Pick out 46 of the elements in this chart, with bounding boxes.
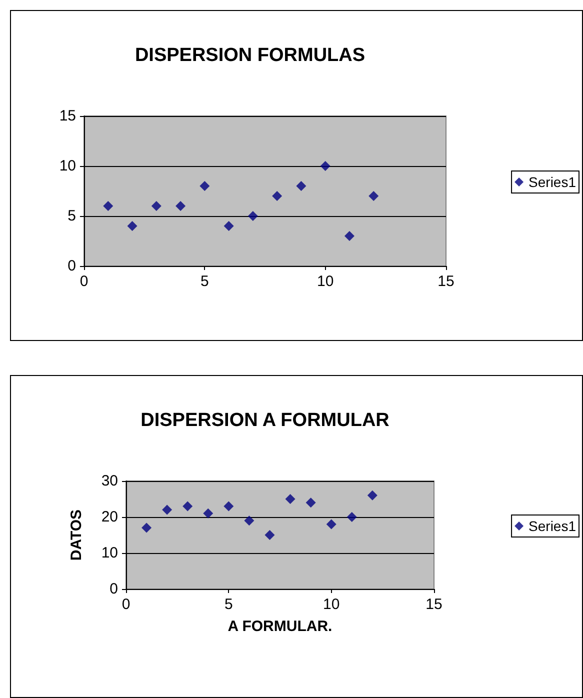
- x-tick-label: 15: [426, 596, 442, 613]
- point: [162, 504, 172, 515]
- point: [326, 519, 336, 530]
- y-tick-label: 30: [101, 472, 118, 490]
- y-tick-label: 10: [59, 158, 76, 174]
- point: [344, 231, 354, 241]
- x-tick-label: 15: [438, 273, 454, 290]
- point: [346, 512, 357, 522]
- point: [285, 494, 296, 504]
- point: [176, 201, 186, 211]
- x-axis-title: A FORMULAR.: [228, 618, 332, 635]
- point: [200, 181, 210, 191]
- point: [151, 201, 162, 211]
- x-tick-label: 5: [224, 596, 233, 613]
- y-tick-label: 0: [68, 258, 76, 274]
- point: [320, 161, 330, 171]
- point: [296, 181, 306, 191]
- x-tick-label: 0: [122, 596, 130, 613]
- point: [103, 201, 114, 211]
- point: [248, 211, 258, 221]
- y-tick-label: 5: [68, 208, 76, 224]
- y-tick-label: 0: [110, 580, 118, 598]
- x-tick-label: 5: [200, 273, 209, 290]
- point: [224, 501, 234, 512]
- point: [224, 221, 234, 231]
- legend-label: Series1: [528, 174, 576, 190]
- chart-title: DISPERSION FORMULAS: [134, 45, 366, 66]
- x-tick-label: 10: [316, 273, 334, 290]
- point: [264, 530, 275, 540]
- chart-title: DISPERSION A FORMULAR: [140, 410, 390, 431]
- point: [127, 221, 138, 231]
- point: [142, 522, 152, 533]
- point: [272, 191, 282, 201]
- point: [203, 508, 214, 518]
- point: [367, 490, 378, 500]
- point: [368, 191, 379, 201]
- legend-label: Series1: [528, 518, 576, 534]
- y-axis-title: DATOS: [68, 509, 85, 561]
- y-tick-label: 10: [101, 544, 118, 562]
- point: [244, 516, 254, 526]
- x-tick-label: 10: [322, 596, 340, 613]
- x-tick-label: 0: [80, 273, 88, 290]
- point: [182, 501, 193, 512]
- point: [306, 498, 316, 508]
- y-tick-label: 15: [59, 108, 76, 124]
- y-tick-label: 20: [101, 508, 118, 526]
